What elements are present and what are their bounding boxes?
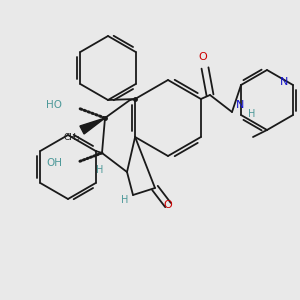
Text: H: H bbox=[248, 109, 256, 119]
Text: CH₃: CH₃ bbox=[64, 134, 80, 142]
Text: N: N bbox=[236, 100, 244, 110]
Text: H: H bbox=[96, 165, 104, 175]
Text: H: H bbox=[121, 195, 129, 205]
Text: O: O bbox=[164, 200, 172, 210]
Text: O: O bbox=[199, 52, 207, 62]
Text: N: N bbox=[280, 77, 288, 87]
Polygon shape bbox=[80, 118, 105, 134]
Text: HO: HO bbox=[46, 100, 62, 110]
Text: OH: OH bbox=[46, 158, 62, 168]
